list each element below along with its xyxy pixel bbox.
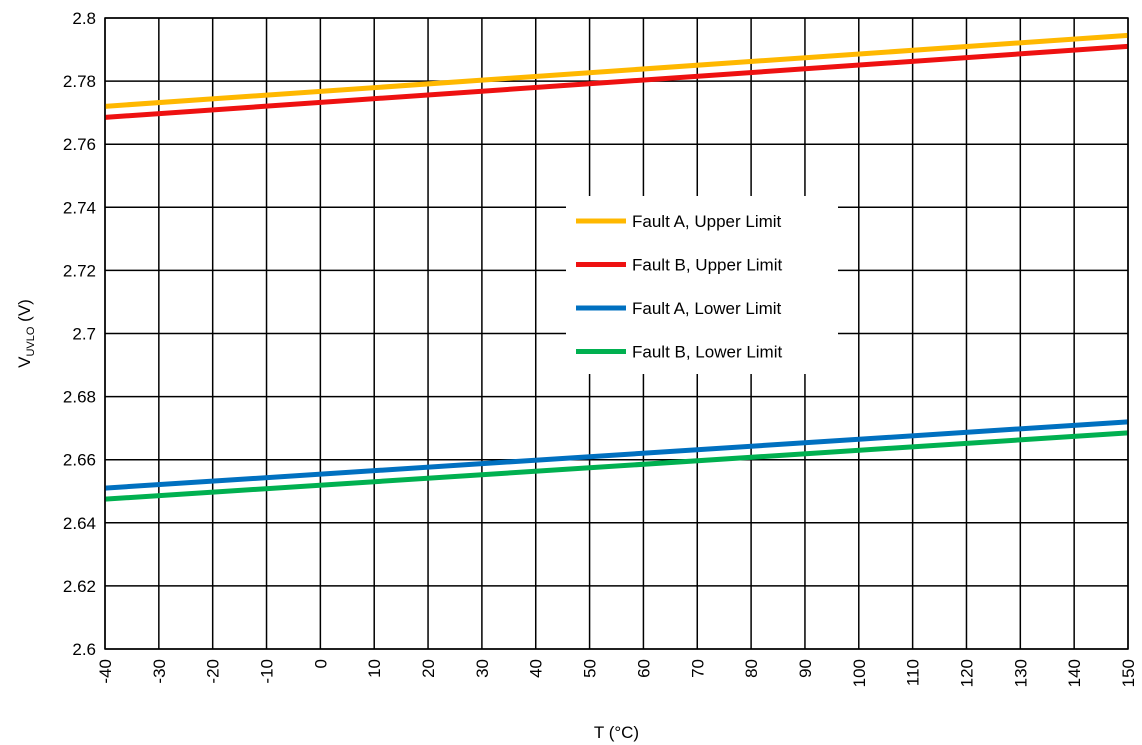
x-tick-label: 10	[365, 659, 384, 678]
x-tick-label: 110	[904, 659, 923, 686]
legend-label: Fault B, Upper Limit	[632, 256, 782, 275]
y-axis-title-main: V	[15, 356, 34, 368]
series-lines	[104, 32, 1129, 502]
legend-label: Fault A, Lower Limit	[632, 299, 782, 318]
y-axis-title: VUVLO (V)	[15, 299, 37, 368]
y-tick-label: 2.74	[63, 198, 96, 217]
x-tick-label: -30	[150, 659, 169, 684]
series-line	[104, 430, 1129, 502]
x-tick-label: 40	[527, 659, 546, 678]
x-tick-label: 90	[796, 659, 815, 678]
y-tick-label: 2.78	[63, 72, 96, 91]
x-tick-label: 140	[1065, 659, 1084, 687]
series-line	[104, 419, 1129, 491]
y-tick-label: 2.7	[72, 325, 96, 344]
x-tick-label: -10	[258, 659, 277, 684]
x-tick-label: 150	[1119, 659, 1138, 687]
y-tick-label: 2.8	[72, 9, 96, 28]
x-tick-label: 50	[581, 659, 600, 678]
x-tick-label: 60	[634, 659, 653, 678]
x-tick-label: 130	[1011, 659, 1030, 687]
legend-label: Fault B, Lower Limit	[632, 343, 782, 362]
x-tick-label: -20	[204, 659, 223, 684]
y-axis-title-unit: (V)	[15, 299, 34, 326]
series-line	[104, 43, 1129, 120]
y-tick-label: 2.66	[63, 451, 96, 470]
y-tick-label: 2.76	[63, 135, 96, 154]
y-tick-label: 2.64	[63, 514, 96, 533]
y-axis-tick-labels: 2.6 2.62 2.64 2.66 2.68 2.7 2.72 2.74 2.76 2.78 2.…	[63, 9, 96, 659]
x-axis-tick-labels: -40 -30 -20 -10 0 10 20 30 40 50 60 70 80 90 100 110 120…	[96, 659, 1138, 687]
y-tick-label: 2.68	[63, 388, 96, 407]
x-tick-label: 0	[311, 659, 330, 668]
x-tick-label: 120	[957, 659, 976, 687]
x-tick-label: 70	[688, 659, 707, 678]
x-tick-label: 100	[850, 659, 869, 687]
x-tick-label: -40	[96, 659, 115, 684]
series-line	[104, 32, 1129, 109]
y-tick-label: 2.6	[72, 640, 96, 659]
y-tick-label: 2.62	[63, 577, 96, 596]
x-tick-label: 30	[473, 659, 492, 678]
legend-label: Fault A, Upper Limit	[632, 212, 782, 231]
x-tick-label: 80	[742, 659, 761, 678]
x-axis-title: T (°C)	[594, 723, 639, 742]
y-tick-label: 2.72	[63, 261, 96, 280]
legend: Fault A, Upper Limit Fault B, Upper Limit…	[566, 196, 838, 374]
x-tick-label: 20	[419, 659, 438, 678]
legend-background	[566, 196, 838, 374]
plot-area-frame	[104, 17, 1129, 650]
y-axis-title-subscript: UVLO	[25, 326, 37, 356]
